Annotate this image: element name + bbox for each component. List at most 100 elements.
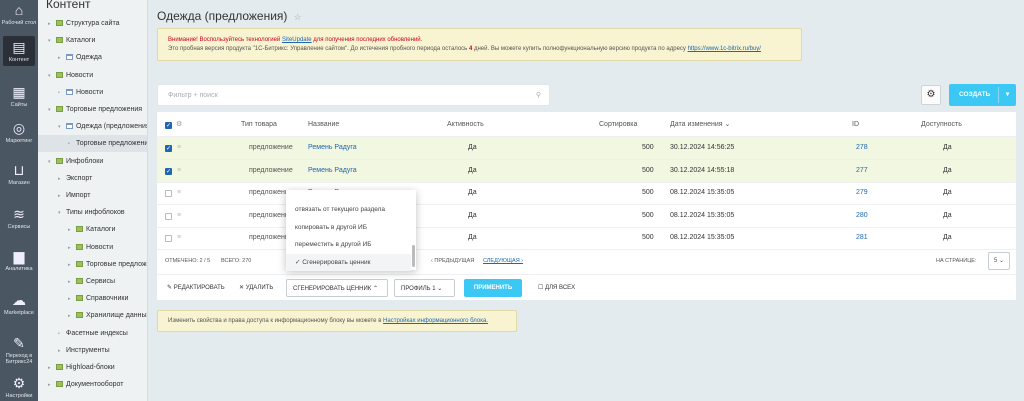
tree-item[interactable]: ▸ Хранилище данных: [38, 307, 147, 324]
apply-button[interactable]: ПРИМЕНИТЬ: [464, 279, 522, 297]
table-row[interactable]: ≡ предложение Да 500 08.12.2024 15:35:05…: [157, 205, 1016, 228]
tree-item[interactable]: ▾ Инфоблоки: [38, 153, 147, 170]
tree-arrow-icon[interactable]: ▸: [48, 382, 51, 389]
row-checkbox[interactable]: [165, 161, 172, 183]
cell-id[interactable]: 279: [856, 189, 868, 197]
tree-item[interactable]: ▾ Каталоги: [38, 32, 147, 49]
tree-arrow-icon[interactable]: ▸: [68, 244, 71, 251]
tree-arrow-icon[interactable]: ▸: [58, 193, 61, 199]
prev-page[interactable]: ‹ ПРЕДЫДУЩАЯ: [431, 258, 475, 264]
tree-arrow-icon[interactable]: •: [58, 89, 60, 96]
nav-item[interactable]: ◎ Маркетинг: [0, 120, 38, 144]
tree-item[interactable]: ▸ Каталоги: [38, 221, 147, 238]
profile-select[interactable]: ПРОФИЛЬ 1 ⌄: [394, 279, 455, 297]
cell-id[interactable]: 278: [856, 144, 868, 151]
drag-handle-icon[interactable]: ≡: [177, 189, 182, 197]
table-row[interactable]: ≡ предложение Ремень Радуга Да 500 30.12…: [157, 137, 1016, 160]
chevron-down-icon[interactable]: ▾: [998, 87, 1016, 103]
for-all-checkbox[interactable]: ☐ ДЛЯ ВСЕХ: [538, 285, 576, 291]
nav-item[interactable]: ⌂ Рабочий стол: [0, 2, 38, 26]
dropdown-option[interactable]: ✓ Сгенерировать ценник: [286, 253, 411, 271]
siteupdate-link[interactable]: SiteUpdate: [281, 37, 312, 43]
next-page[interactable]: СЛЕДУЮЩАЯ ›: [483, 258, 524, 264]
row-checkbox[interactable]: [165, 138, 172, 160]
per-page-select[interactable]: 5 ⌄: [988, 252, 1010, 270]
row-checkbox[interactable]: [165, 190, 172, 198]
tree-arrow-icon[interactable]: ▾: [48, 72, 51, 79]
row-checkbox[interactable]: [165, 235, 172, 243]
action-select[interactable]: СГЕНЕРИРОВАТЬ ЦЕННИК ⌃: [286, 279, 388, 297]
tree-item[interactable]: ▸ Импорт: [38, 187, 147, 204]
settings-button[interactable]: ⚙: [921, 85, 941, 105]
tree-arrow-icon[interactable]: ▸: [68, 296, 71, 303]
col-name[interactable]: Название: [308, 121, 340, 128]
search-icon[interactable]: ⚲: [535, 92, 541, 99]
row-checkbox[interactable]: [165, 212, 172, 220]
tree-arrow-icon[interactable]: ▸: [68, 261, 71, 268]
tree-arrow-icon[interactable]: •: [68, 141, 70, 148]
drag-handle-icon[interactable]: ≡: [177, 211, 182, 219]
select-all-checkbox[interactable]: [165, 115, 172, 137]
tree-item[interactable]: ▸ Инструменты: [38, 342, 147, 359]
edit-button[interactable]: ✎ РЕДАКТИРОВАТЬ: [167, 285, 225, 291]
tree-item[interactable]: ▸ Сервисы: [38, 273, 147, 290]
table-row[interactable]: ≡ предложение Ремень Радуга Да 500 30.12…: [157, 159, 1016, 183]
tree-arrow-icon[interactable]: ▸: [48, 365, 51, 371]
tree-item[interactable]: ▾ Новости: [38, 67, 147, 84]
nav-item[interactable]: ▦ Сайты: [0, 84, 38, 108]
dropdown-option[interactable]: переместить в другой ИБ: [286, 236, 411, 253]
drag-handle-icon[interactable]: ≡: [177, 234, 182, 242]
cell-id[interactable]: 281: [856, 234, 868, 242]
cell-id[interactable]: 280: [856, 211, 868, 219]
tree-item[interactable]: ▸ Новости: [38, 239, 147, 256]
tree-arrow-icon[interactable]: ▾: [58, 210, 61, 217]
nav-item[interactable]: ✎ Переход в Битрикс24: [0, 335, 38, 365]
cell-name[interactable]: Ремень Радуга: [308, 166, 357, 174]
tree-item[interactable]: ▸ Highload-блоки: [38, 359, 147, 376]
star-icon[interactable]: ☆: [293, 12, 302, 22]
buy-link[interactable]: https://www.1c-bitrix.ru/buy/: [687, 46, 761, 52]
nav-item[interactable]: ▤ Контент: [3, 36, 35, 66]
drag-handle-icon[interactable]: ≡: [177, 144, 182, 151]
tree-item[interactable]: • Новости: [38, 84, 147, 101]
tree-item[interactable]: ▾ Торговые предложения: [38, 101, 147, 118]
tree-arrow-icon[interactable]: ▾: [48, 107, 51, 113]
tree-arrow-icon[interactable]: ▸: [48, 21, 51, 27]
tree-item[interactable]: ▸ Документооборот: [38, 376, 147, 393]
tree-item[interactable]: ▸ Торговые предложения: [38, 256, 147, 273]
col-availability[interactable]: Доступность: [921, 121, 962, 128]
scrollbar[interactable]: [412, 245, 415, 267]
cell-id[interactable]: 277: [856, 166, 868, 174]
nav-item[interactable]: ⚙ Настройки: [0, 375, 38, 399]
tree-arrow-icon[interactable]: ▸: [68, 313, 71, 320]
tree-arrow-icon[interactable]: ▸: [68, 227, 71, 234]
tree-item[interactable]: • Фасетные индексы: [38, 325, 147, 342]
tree-item[interactable]: ▸ Экспорт: [38, 170, 147, 187]
nav-item[interactable]: ≋ Сервисы: [0, 206, 38, 230]
nav-item[interactable]: ▆ Аналитика: [0, 248, 38, 272]
iblock-settings-link[interactable]: Настройках информационного блока.: [383, 318, 488, 324]
tree-item[interactable]: ▸ Справочники: [38, 290, 147, 307]
col-type[interactable]: Тип товара: [241, 121, 277, 128]
tree-item[interactable]: ▾ Одежда (предложения): [38, 118, 147, 135]
col-sort[interactable]: Сортировка: [599, 121, 638, 128]
col-active[interactable]: Активность: [447, 121, 484, 128]
drag-handle-icon[interactable]: ≡: [177, 166, 182, 174]
col-date[interactable]: Дата изменения ⌄: [670, 121, 731, 128]
tree-item[interactable]: ▸ Структура сайта: [38, 15, 147, 32]
tree-arrow-icon[interactable]: ▸: [58, 55, 61, 62]
tree-arrow-icon[interactable]: ▸: [58, 347, 61, 354]
tree-arrow-icon[interactable]: ▾: [48, 38, 51, 45]
col-id[interactable]: ID: [852, 121, 859, 128]
filter-search-input[interactable]: Фильтр + поиск ⚲: [157, 84, 550, 106]
create-button[interactable]: СОЗДАТЬ ▾: [949, 84, 1016, 106]
nav-item[interactable]: ☁ Marketplace: [0, 292, 38, 316]
table-row[interactable]: ≡ предложение Да 500 08.12.2024 15:35:05…: [157, 227, 1016, 251]
gear-icon[interactable]: ⚙: [176, 121, 183, 128]
tree-arrow-icon[interactable]: ▸: [68, 279, 71, 285]
tree-arrow-icon[interactable]: ▾: [58, 124, 61, 131]
tree-item[interactable]: • Торговые предложения: [38, 135, 147, 153]
delete-button[interactable]: ✕ УДАЛИТЬ: [239, 285, 274, 291]
dropdown-option[interactable]: отвязать от текущего раздела: [286, 201, 411, 218]
dropdown-option[interactable]: копировать в другой ИБ: [286, 219, 411, 236]
